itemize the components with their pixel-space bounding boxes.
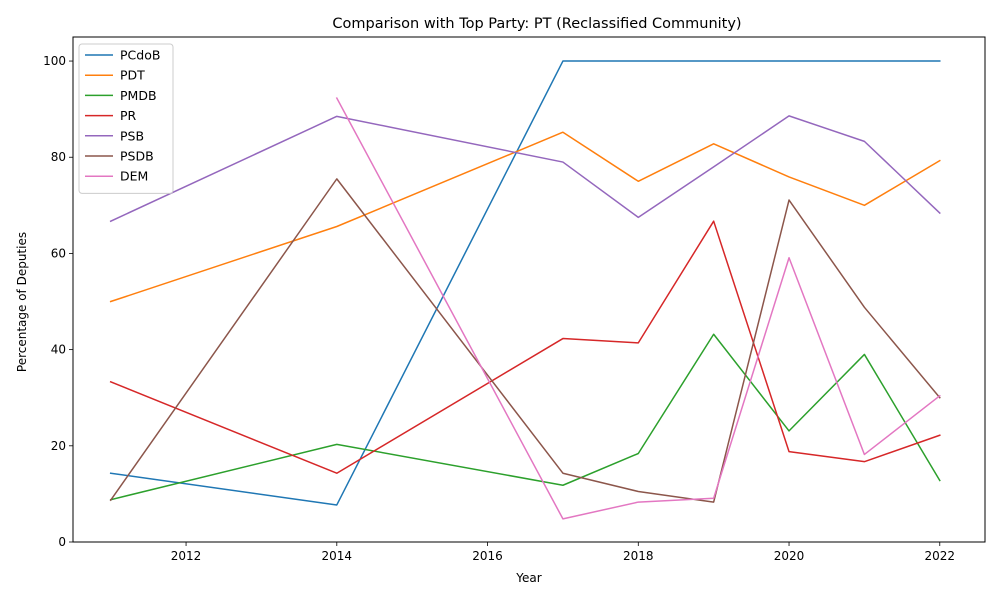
series-line-dem bbox=[335, 97, 941, 520]
plot-lines bbox=[109, 60, 941, 520]
legend-item-dem: DEM bbox=[85, 169, 148, 184]
y-tick-label: 40 bbox=[51, 343, 66, 357]
y-tick-label: 100 bbox=[43, 54, 66, 68]
y-tick-label: 0 bbox=[58, 535, 66, 549]
x-tick-label: 2018 bbox=[623, 549, 654, 563]
y-tick-label: 80 bbox=[51, 150, 66, 164]
series-line-pr bbox=[109, 220, 941, 474]
series-line-psb bbox=[109, 115, 941, 223]
legend-label: PDT bbox=[120, 68, 145, 83]
series-line-psdb bbox=[109, 178, 941, 503]
legend-item-pr: PR bbox=[85, 108, 137, 123]
legend-item-psdb: PSDB bbox=[85, 149, 154, 164]
legend-label: PSDB bbox=[120, 149, 154, 164]
legend-label: PSB bbox=[120, 128, 144, 143]
legend-label: DEM bbox=[120, 169, 148, 184]
x-tick-label: 2022 bbox=[925, 549, 956, 563]
y-axis-label: Percentage of Deputies bbox=[15, 232, 29, 372]
x-axis: 2012 2014 2016 2018 2020 2022 bbox=[171, 542, 955, 563]
chart-title: Comparison with Top Party: PT (Reclassif… bbox=[332, 16, 741, 32]
legend-label: PCdoB bbox=[120, 48, 160, 63]
y-tick-label: 60 bbox=[51, 246, 66, 260]
legend-label: PR bbox=[120, 108, 137, 123]
x-axis-label: Year bbox=[515, 571, 541, 585]
legend-item-pdt: PDT bbox=[85, 68, 145, 83]
series-line-pdt bbox=[109, 131, 941, 303]
legend-label: PMDB bbox=[120, 88, 157, 103]
legend-item-pmdb: PMDB bbox=[85, 88, 157, 103]
y-axis: 0 20 40 60 80 100 bbox=[43, 54, 73, 549]
x-tick-label: 2016 bbox=[472, 549, 503, 563]
y-tick-label: 20 bbox=[51, 439, 66, 453]
legend-item-pcdob: PCdoB bbox=[85, 48, 160, 63]
legend: PCdoB PDT PMDB PR PSB PSDB DEM bbox=[78, 43, 174, 194]
x-tick-label: 2012 bbox=[171, 549, 202, 563]
legend-item-psb: PSB bbox=[85, 128, 144, 143]
x-tick-label: 2020 bbox=[774, 549, 805, 563]
series-line-pcdob bbox=[109, 60, 941, 506]
plot-frame bbox=[72, 36, 986, 543]
x-tick-label: 2014 bbox=[322, 549, 353, 563]
